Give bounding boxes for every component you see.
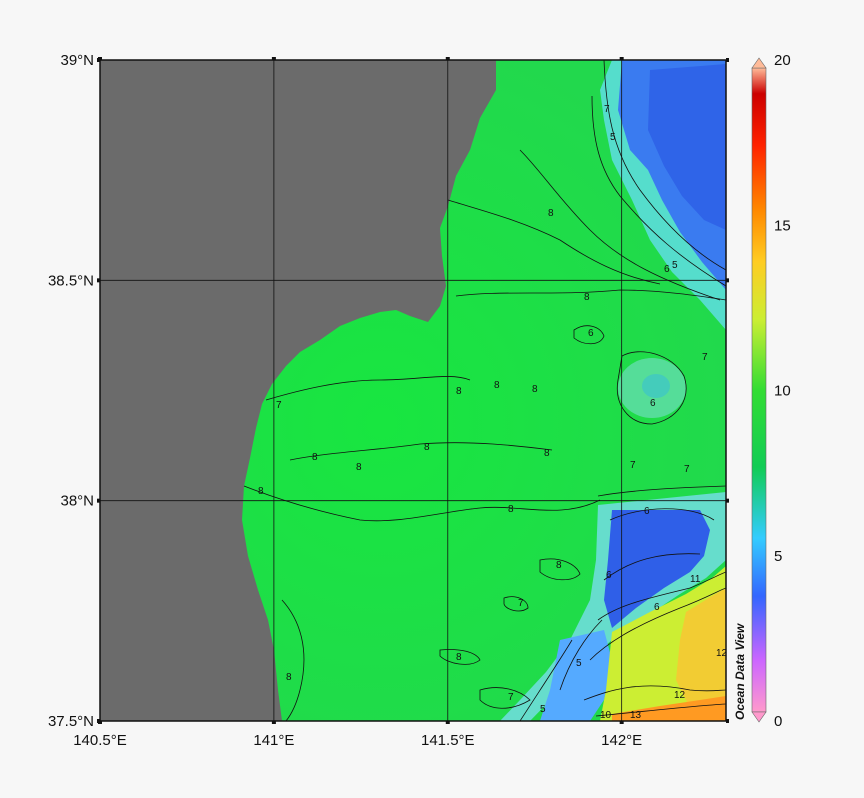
contour-label: 7 xyxy=(276,400,282,411)
left-tick-mark xyxy=(97,498,100,503)
longitude-tick-label: 141°E xyxy=(253,732,294,749)
latitude-tick-label: 37.5°N xyxy=(48,713,94,730)
colorbar-tick-label: 20 xyxy=(774,52,791,69)
contour-labels: 7 5 8 6 5 8 6 7 6 8 8 8 7 8 8 8 8 7 7 8 … xyxy=(258,104,728,721)
contour-label: 7 xyxy=(508,692,514,703)
colorbar-tick-label: 10 xyxy=(774,383,791,400)
contour-label: 6 xyxy=(644,506,650,517)
longitude-tick-label: 142°E xyxy=(601,732,642,749)
southeast-warm-core xyxy=(676,588,726,708)
right-tick-mark xyxy=(726,498,729,503)
contour-label: 12 xyxy=(674,690,686,701)
right-tick-mark xyxy=(726,278,729,283)
colorbar: 20 15 10 5 0 Ocean Data View xyxy=(733,52,791,730)
contour-label: 10 xyxy=(600,710,612,721)
contour-label: 8 xyxy=(312,452,318,463)
contour-label: 8 xyxy=(556,560,562,571)
northeast-offshore-mid-zone xyxy=(648,64,726,230)
land-mass xyxy=(100,60,496,721)
longitude-tick-labels: 140.5°E 141°E 141.5°E 142°E xyxy=(73,732,642,749)
contour-label: 7 xyxy=(518,598,524,609)
contour-label: 8 xyxy=(424,442,430,453)
contour-label: 8 xyxy=(548,208,554,219)
plot-area: 7 5 8 6 5 8 6 7 6 8 8 8 7 8 8 8 8 7 7 8 … xyxy=(100,60,728,721)
colorbar-gradient xyxy=(751,67,767,713)
contour-label: 6 xyxy=(606,570,612,581)
contour-label: 8 xyxy=(494,380,500,391)
contour-label: 7 xyxy=(630,460,636,471)
contour-label: 5 xyxy=(540,704,546,715)
colorbar-top-arrow xyxy=(751,57,767,69)
contour-label: 8 xyxy=(508,504,514,515)
contour-label: 6 xyxy=(664,264,670,275)
right-tick-mark xyxy=(726,58,729,62)
contour-label: 11 xyxy=(690,574,701,585)
latitude-tick-labels: 39°N 38.5°N 38°N 37.5°N xyxy=(48,52,94,730)
contour-label: 8 xyxy=(456,652,462,663)
contour-label: 6 xyxy=(650,398,656,409)
contour-label: 5 xyxy=(576,658,582,669)
contour-label: 6 xyxy=(654,602,660,613)
contour-label: 7 xyxy=(684,464,690,475)
latitude-tick-label: 39°N xyxy=(60,52,94,69)
plot-frame xyxy=(99,59,727,722)
contour-label: 6 xyxy=(588,328,594,339)
top-tick-mark xyxy=(445,57,450,60)
latitude-tick-label: 38.5°N xyxy=(48,272,94,289)
left-tick-mark xyxy=(97,719,100,723)
contour-label: 8 xyxy=(532,384,538,395)
left-tick-mark xyxy=(97,58,100,62)
contour-label: 12 xyxy=(716,648,728,659)
contour-label: 5 xyxy=(610,132,616,143)
top-tick-mark xyxy=(619,57,624,60)
colorbar-tick-label: 15 xyxy=(774,217,791,234)
contour-label: 8 xyxy=(258,486,264,497)
colorbar-tick-label: 0 xyxy=(774,713,782,730)
contour-label: 8 xyxy=(544,448,550,459)
colorbar-tick-label: 5 xyxy=(774,548,782,565)
bottom-tick-mark xyxy=(445,721,450,724)
contour-label: 8 xyxy=(356,462,362,473)
contour-label: 8 xyxy=(286,672,292,683)
east-central-cold-zone xyxy=(604,510,710,628)
graticule xyxy=(100,60,726,721)
contour-label: 7 xyxy=(702,352,708,363)
contour-lines xyxy=(243,60,726,721)
frame-tick-marks xyxy=(97,57,729,724)
contour-label: 5 xyxy=(672,260,678,271)
watermark: Ocean Data View xyxy=(733,623,747,720)
contour-label: 8 xyxy=(456,386,462,397)
colorbar-tick-labels: 20 15 10 5 0 xyxy=(774,52,791,730)
left-tick-mark xyxy=(97,278,100,283)
longitude-tick-label: 140.5°E xyxy=(73,732,127,749)
bottom-tick-mark xyxy=(271,721,276,724)
longitude-tick-label: 141.5°E xyxy=(421,732,475,749)
cool-eddy-core xyxy=(642,374,670,398)
latitude-tick-label: 38°N xyxy=(60,493,94,510)
top-tick-mark xyxy=(271,57,276,60)
contour-label: 7 xyxy=(604,104,610,115)
right-tick-mark xyxy=(726,719,729,723)
contour-label: 13 xyxy=(630,710,642,721)
southeast-cold-edge xyxy=(540,630,612,721)
bottom-tick-mark xyxy=(619,721,624,724)
contour-label: 8 xyxy=(584,292,590,303)
colorbar-bottom-arrow xyxy=(751,711,767,723)
